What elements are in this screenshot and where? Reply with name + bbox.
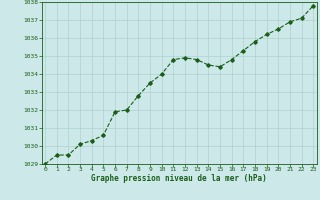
X-axis label: Graphe pression niveau de la mer (hPa): Graphe pression niveau de la mer (hPa): [91, 174, 267, 183]
